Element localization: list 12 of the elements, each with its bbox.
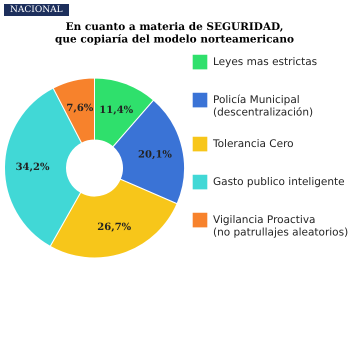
data-label: 11,4% xyxy=(99,104,134,116)
legend-label: Vigilancia Proactiva (no patrullajes aleatorios) xyxy=(213,214,348,238)
text: NACIONAL xyxy=(4,4,69,16)
data-label: 34,2% xyxy=(16,162,50,173)
data-label: 20,1% xyxy=(138,149,172,160)
data-label: 26,7% xyxy=(97,222,132,233)
legend-label: Leyes mas estrictas xyxy=(213,56,318,68)
legend-label: Policía Municipal (descentralización) xyxy=(213,94,314,118)
chart-title: En cuanto a materia de SEGURIDAD, que copiaría del modelo norteamericano xyxy=(55,21,294,46)
data-label: 7,6% xyxy=(66,102,94,114)
legend-label: Gasto publico inteligente xyxy=(213,176,345,188)
legend-label: Tolerancia Cero xyxy=(212,138,294,150)
